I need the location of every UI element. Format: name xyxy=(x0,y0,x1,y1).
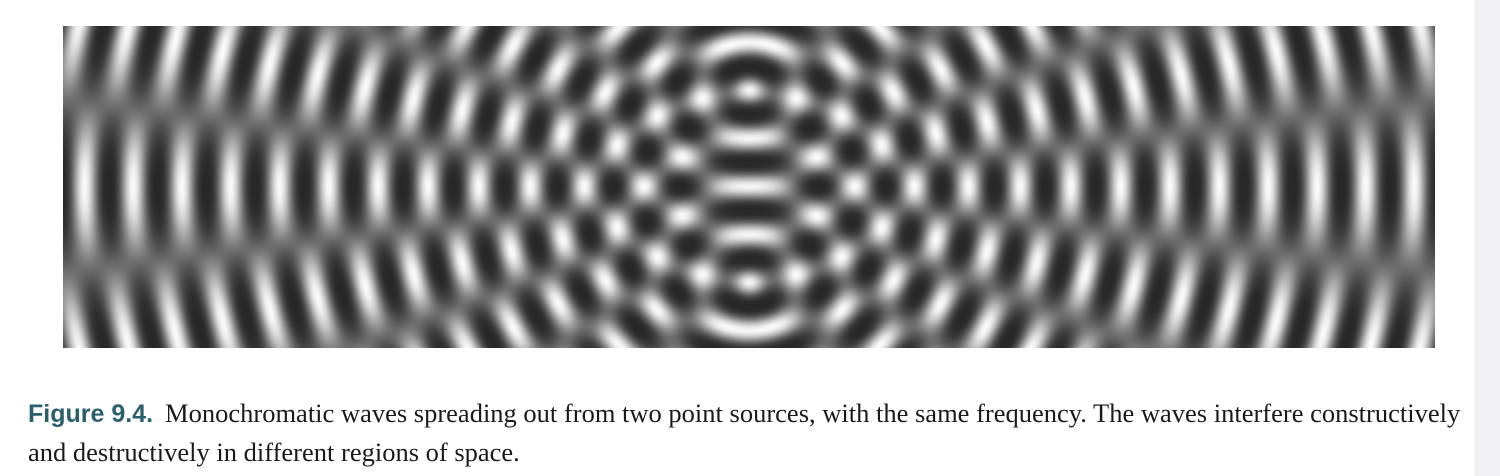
interference-pattern-figure xyxy=(63,26,1435,348)
figure-caption: Figure 9.4. Monochromatic waves spreading… xyxy=(28,394,1473,471)
figure-label: Figure 9.4. xyxy=(28,400,154,428)
interference-pattern-image xyxy=(63,26,1435,348)
figure-caption-text: Monochromatic waves spreading out from t… xyxy=(28,398,1461,467)
page-margin-strip xyxy=(1474,0,1500,476)
